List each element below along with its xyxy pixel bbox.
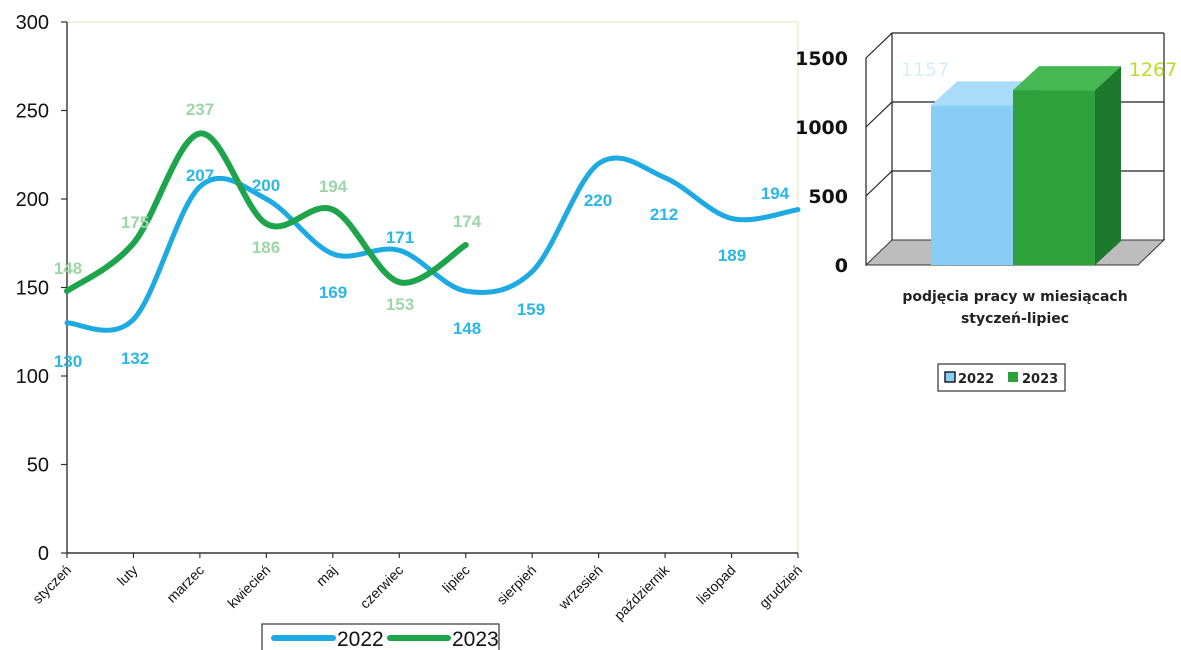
- bar-legend-swatch-2023: [1008, 372, 1018, 382]
- data-label-2022: 189: [718, 246, 746, 265]
- bar-y-tick-label: 0: [835, 255, 848, 277]
- bar-legend-box: [937, 363, 1066, 392]
- data-label-2023: 174: [453, 212, 482, 231]
- data-label-2022: 171: [386, 228, 414, 247]
- bar-top-2023: [1013, 66, 1121, 91]
- x-tick-label: lipiec: [439, 562, 473, 596]
- bar-xlabel-line1: podjęcia pracy w miesiącach: [902, 289, 1127, 305]
- y-tick-label: 200: [16, 189, 49, 211]
- grid-line: [865, 32, 1164, 59]
- legend-label-2022: 2022: [337, 628, 384, 650]
- x-tick-label: listopad: [693, 562, 738, 607]
- line-legend: 2022 2023: [261, 623, 500, 650]
- data-label-2022: 212: [650, 205, 678, 224]
- data-label-2022: 207: [186, 166, 214, 185]
- x-tick-label: luty: [114, 562, 141, 589]
- x-tick-label: październik: [611, 561, 673, 623]
- x-tick-label: wrzesień: [555, 562, 606, 613]
- data-label-2022: 194: [761, 184, 790, 203]
- bar-side-2023: [1095, 66, 1121, 266]
- data-label-2022: 220: [584, 191, 612, 210]
- data-label-2022: 159: [517, 300, 545, 319]
- bar-2023: [1013, 90, 1095, 266]
- bar-value-label-2022: 1157: [901, 59, 949, 81]
- data-label-2022: 148: [453, 319, 481, 338]
- bar-2022: [931, 105, 1013, 265]
- bar-legend: 2022 2023: [937, 363, 1066, 392]
- y-tick-label: 150: [16, 278, 49, 300]
- series-line-2023: [64, 130, 469, 295]
- bar-legend-label-2022: 2022: [958, 372, 994, 387]
- y-tick-label: 250: [16, 101, 49, 123]
- bar-top-2022: [931, 81, 1039, 106]
- y-tick-label: 300: [16, 12, 49, 34]
- line-chart: 0 50 100 150 200 250 300 styczeń luty marzec kwie…: [16, 12, 805, 623]
- data-label-2023: 237: [186, 100, 214, 119]
- bar-y-tick-label: 1000: [795, 117, 848, 139]
- data-label-2023: 175: [121, 213, 149, 232]
- x-tick-label: maj: [313, 562, 340, 589]
- y-tick-label: 100: [16, 366, 49, 388]
- legend-label-2023: 2023: [452, 628, 499, 650]
- data-label-2023: 148: [54, 259, 82, 278]
- bar-legend-swatch-2022: [944, 371, 956, 383]
- data-label-2022: 130: [54, 352, 82, 371]
- bar-chart: 1157 1267 0 500 1000 1500 podjęcia pracy w m…: [795, 32, 1177, 392]
- bar-value-label-2023: 1267: [1129, 59, 1177, 81]
- bar-y-tick-label: 1500: [795, 48, 848, 70]
- y-tick-label: 0: [38, 543, 49, 565]
- bar-y-tick-label: 500: [808, 186, 848, 208]
- x-tick-label: styczeń: [29, 562, 74, 607]
- data-label-2022: 132: [121, 349, 149, 368]
- data-label-2023: 186: [252, 238, 280, 257]
- x-tick-label: czerwiec: [357, 562, 407, 612]
- data-label-2022: 169: [319, 283, 347, 302]
- data-label-2023: 194: [319, 177, 348, 196]
- bar-legend-label-2023: 2023: [1022, 372, 1058, 387]
- x-tick-label: grudzień: [756, 562, 805, 611]
- data-label-2022: 200: [252, 176, 280, 195]
- y-tick-label: 50: [27, 455, 49, 477]
- x-tick-label: kwiecień: [224, 562, 273, 611]
- x-tick-label: sierpień: [493, 562, 539, 608]
- bar-xlabel-line2: styczeń-lipiec: [961, 311, 1069, 327]
- series-line-2022: [64, 155, 801, 333]
- data-label-2023: 153: [386, 295, 414, 314]
- x-tick-label: marzec: [163, 562, 207, 606]
